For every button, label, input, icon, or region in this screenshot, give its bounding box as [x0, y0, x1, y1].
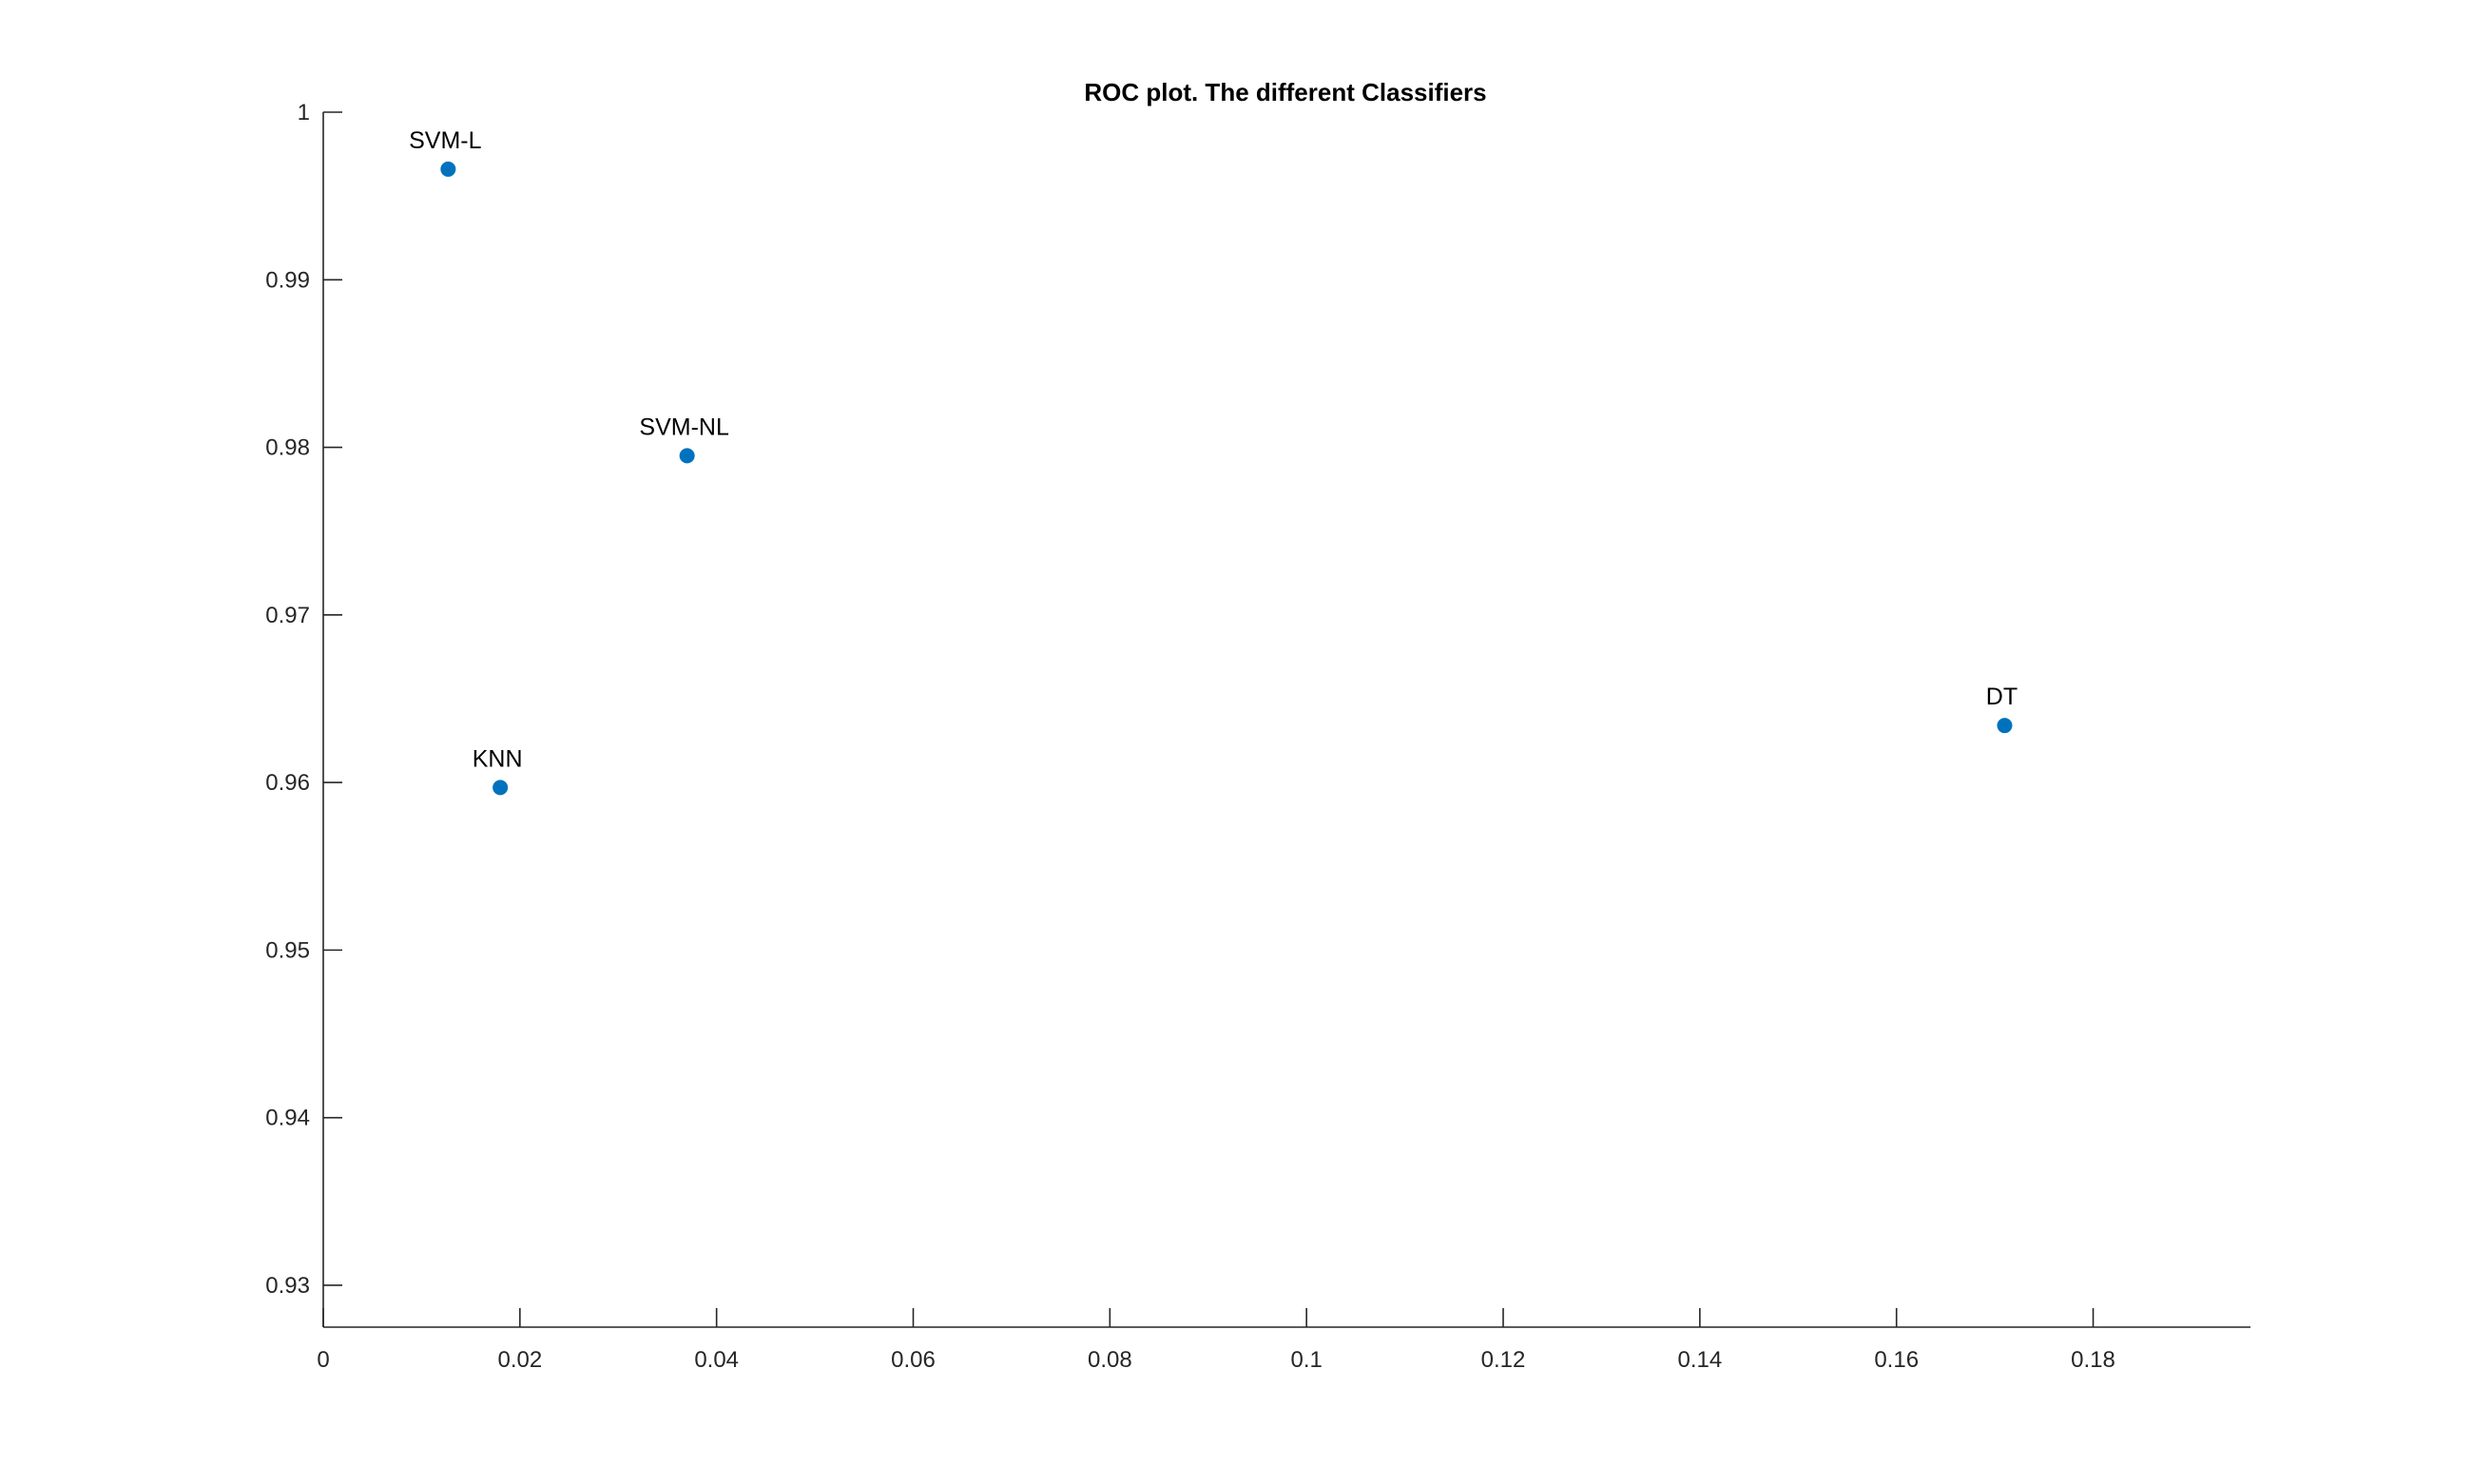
data-points: SVM-L SVM-NL KNN DT [409, 127, 2018, 796]
x-tick-label: 0.16 [1874, 1347, 1919, 1373]
y-tick-label: 0.96 [265, 770, 310, 796]
data-point-label: KNN [473, 745, 523, 772]
y-tick-label: 0.97 [265, 603, 310, 628]
data-point-label: SVM-NL [639, 414, 729, 440]
data-point [440, 161, 456, 177]
x-tick-label: 0.12 [1481, 1347, 1526, 1373]
data-point-label: SVM-L [409, 127, 482, 154]
y-tick-label: 0.99 [265, 267, 310, 293]
y-tick-label: 0.98 [265, 435, 310, 461]
data-point [679, 448, 695, 464]
chart-title: ROC plot. The different Classifiers [1084, 78, 1486, 106]
y-axis-ticks: 0.93 0.94 0.95 0.96 0.97 0.98 0.99 1 [265, 100, 342, 1299]
x-tick-label: 0.18 [2071, 1347, 2115, 1373]
data-point [1997, 718, 2013, 734]
x-axis-ticks: 0 0.02 0.04 0.06 0.08 0.1 0.12 0.14 0.16 0.18 [317, 1308, 2115, 1373]
x-tick-label: 0.04 [694, 1347, 739, 1373]
x-tick-label: 0.08 [1088, 1347, 1132, 1373]
x-tick-label: 0.14 [1677, 1347, 1722, 1373]
x-tick-label: 0 [317, 1347, 329, 1373]
data-point [492, 780, 509, 796]
x-tick-label: 0.1 [1290, 1347, 1322, 1373]
y-tick-label: 0.93 [265, 1273, 310, 1299]
axes [322, 112, 2250, 1328]
data-point-label: DT [1986, 684, 2018, 710]
y-tick-label: 1 [298, 100, 310, 125]
x-tick-label: 0.06 [891, 1347, 936, 1373]
y-tick-label: 0.95 [265, 937, 310, 963]
y-tick-label: 0.94 [265, 1106, 310, 1131]
x-tick-label: 0.02 [497, 1347, 542, 1373]
